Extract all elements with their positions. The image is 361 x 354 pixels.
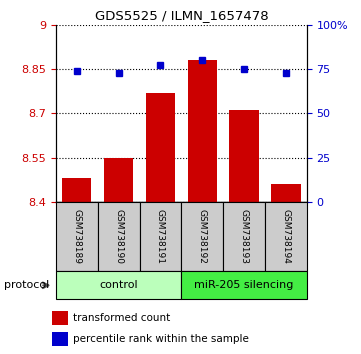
Bar	[104, 158, 133, 202]
Text: GSM738192: GSM738192	[198, 209, 207, 264]
Text: GSM738191: GSM738191	[156, 209, 165, 264]
Bar	[56, 202, 98, 271]
Bar	[62, 178, 91, 202]
Bar	[52, 332, 68, 346]
Text: transformed count: transformed count	[73, 313, 170, 323]
Bar	[140, 202, 181, 271]
Bar	[52, 311, 68, 325]
Bar	[265, 202, 307, 271]
Bar	[146, 93, 175, 202]
Text: percentile rank within the sample: percentile rank within the sample	[73, 334, 249, 344]
Bar	[98, 202, 140, 271]
Bar	[56, 271, 181, 299]
Text: protocol: protocol	[4, 280, 49, 290]
Text: GSM738193: GSM738193	[240, 209, 249, 264]
Bar	[223, 202, 265, 271]
Title: GDS5525 / ILMN_1657478: GDS5525 / ILMN_1657478	[95, 9, 268, 22]
Bar	[271, 184, 301, 202]
Text: control: control	[99, 280, 138, 290]
Text: GSM738194: GSM738194	[282, 209, 291, 264]
Bar	[181, 271, 307, 299]
Text: GSM738189: GSM738189	[72, 209, 81, 264]
Bar	[181, 202, 223, 271]
Text: miR-205 silencing: miR-205 silencing	[195, 280, 294, 290]
Bar	[188, 60, 217, 202]
Bar	[230, 110, 259, 202]
Text: GSM738190: GSM738190	[114, 209, 123, 264]
